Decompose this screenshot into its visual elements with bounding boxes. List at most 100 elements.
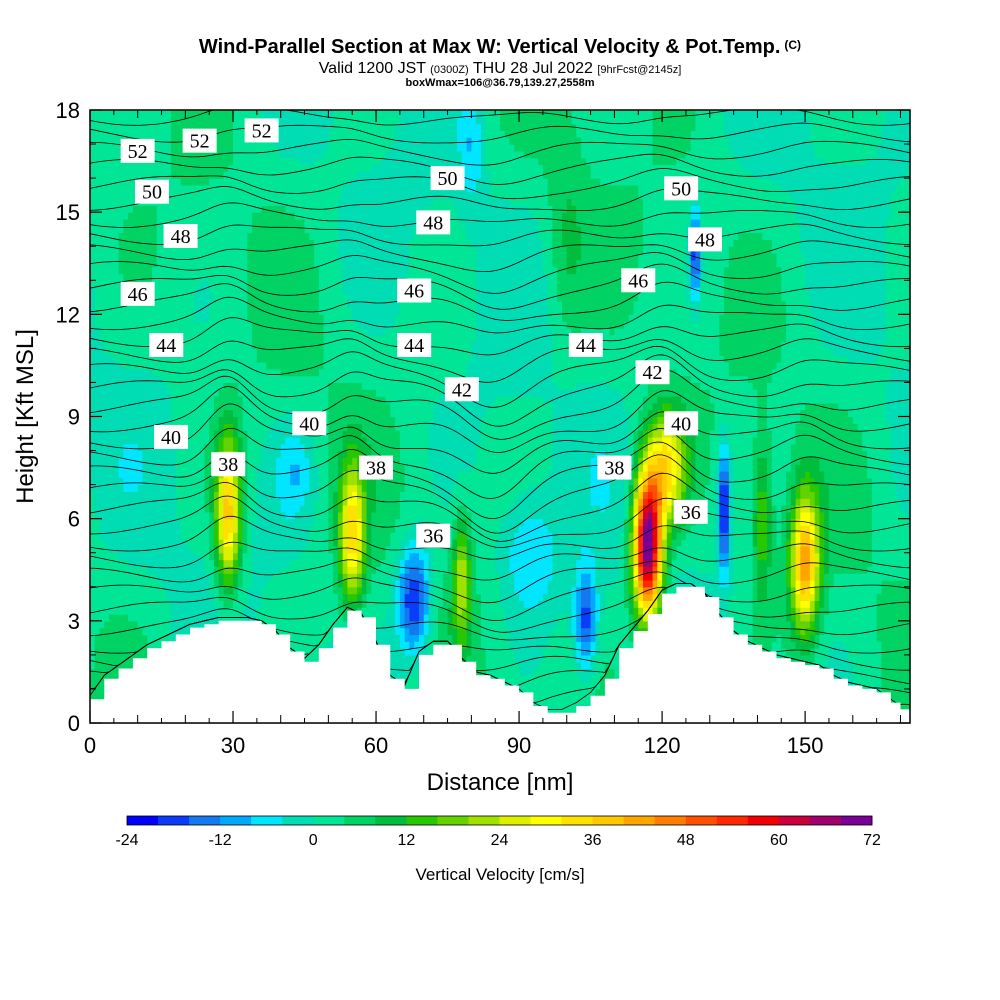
velocity-cell bbox=[99, 396, 105, 404]
velocity-cell bbox=[275, 423, 282, 431]
velocity-cell bbox=[266, 259, 272, 268]
velocity-cell bbox=[180, 280, 186, 288]
velocity-cell bbox=[171, 198, 177, 206]
velocity-cell bbox=[256, 157, 263, 166]
velocity-cell bbox=[252, 212, 258, 220]
velocity-cell bbox=[328, 464, 334, 472]
velocity-cell bbox=[156, 375, 163, 384]
velocity-cell bbox=[128, 307, 134, 315]
velocity-cell bbox=[337, 253, 344, 261]
velocity-cell bbox=[309, 191, 315, 200]
velocity-cell bbox=[304, 620, 310, 629]
velocity-cell bbox=[323, 511, 329, 520]
velocity-cell bbox=[142, 218, 148, 227]
velocity-cell bbox=[223, 491, 229, 499]
velocity-cell bbox=[123, 259, 129, 268]
velocity-cell bbox=[199, 389, 206, 397]
velocity-cell bbox=[261, 464, 267, 472]
velocity-cell bbox=[261, 327, 267, 336]
velocity-cell bbox=[199, 525, 206, 533]
velocity-cell bbox=[337, 396, 344, 404]
velocity-cell bbox=[342, 198, 349, 206]
velocity-cell bbox=[342, 334, 349, 343]
velocity-cell bbox=[318, 293, 325, 302]
velocity-cell bbox=[166, 532, 172, 540]
velocity-cell bbox=[204, 614, 210, 622]
velocity-cell bbox=[109, 246, 115, 254]
velocity-cell bbox=[299, 198, 306, 206]
velocity-cell bbox=[175, 355, 182, 363]
velocity-cell bbox=[256, 586, 263, 595]
velocity-cell bbox=[94, 334, 101, 343]
velocity-cell bbox=[233, 198, 239, 206]
velocity-cell bbox=[318, 314, 325, 322]
velocity-cell bbox=[328, 627, 334, 636]
velocity-cell bbox=[347, 539, 353, 547]
velocity-cell bbox=[113, 205, 120, 213]
velocity-cell bbox=[304, 586, 310, 595]
velocity-cell bbox=[151, 470, 158, 479]
velocity-cell bbox=[237, 600, 244, 608]
velocity-cell bbox=[118, 123, 124, 132]
velocity-cell bbox=[347, 218, 353, 227]
velocity-cell bbox=[333, 457, 339, 465]
velocity-cell bbox=[233, 280, 239, 288]
velocity-cell bbox=[171, 184, 177, 193]
velocity-cell bbox=[209, 539, 215, 547]
velocity-cell bbox=[113, 464, 120, 472]
velocity-cell bbox=[295, 198, 301, 206]
velocity-cell bbox=[252, 539, 258, 547]
velocity-cell bbox=[309, 266, 315, 275]
velocity-cell bbox=[156, 409, 163, 418]
velocity-cell bbox=[180, 396, 186, 404]
velocity-cell bbox=[333, 477, 339, 486]
velocity-cell bbox=[161, 532, 167, 540]
velocity-cell bbox=[290, 218, 296, 227]
velocity-cell bbox=[218, 573, 225, 581]
velocity-cell bbox=[304, 450, 310, 458]
velocity-cell bbox=[275, 171, 282, 179]
velocity-cell bbox=[261, 273, 267, 281]
velocity-cell bbox=[295, 348, 301, 356]
velocity-cell bbox=[233, 545, 239, 554]
velocity-cell bbox=[295, 545, 301, 554]
velocity-cell bbox=[256, 430, 263, 438]
velocity-cell bbox=[218, 355, 225, 363]
velocity-cell bbox=[109, 144, 115, 152]
velocity-cell bbox=[147, 130, 153, 138]
velocity-cell bbox=[333, 450, 339, 458]
velocity-cell bbox=[275, 232, 282, 241]
velocity-cell bbox=[194, 334, 201, 343]
velocity-cell bbox=[99, 545, 105, 554]
velocity-cell bbox=[314, 627, 320, 636]
velocity-cell bbox=[180, 409, 186, 418]
velocity-cell bbox=[194, 266, 201, 275]
velocity-cell bbox=[142, 552, 148, 561]
velocity-cell bbox=[318, 150, 325, 159]
velocity-cell bbox=[218, 430, 225, 438]
velocity-cell bbox=[252, 307, 258, 315]
velocity-cell bbox=[223, 355, 229, 363]
velocity-cell bbox=[256, 218, 263, 227]
velocity-cell bbox=[180, 402, 186, 411]
velocity-cell bbox=[309, 246, 315, 254]
velocity-cell bbox=[323, 402, 329, 411]
velocity-cell bbox=[256, 436, 263, 445]
velocity-cell bbox=[333, 491, 339, 499]
velocity-cell bbox=[213, 280, 220, 288]
velocity-cell bbox=[299, 600, 306, 608]
velocity-cell bbox=[309, 505, 315, 513]
velocity-cell bbox=[304, 375, 310, 384]
velocity-cell bbox=[228, 280, 234, 288]
velocity-cell bbox=[233, 293, 239, 302]
velocity-cell bbox=[299, 552, 306, 561]
velocity-cell bbox=[147, 532, 153, 540]
velocity-cell bbox=[213, 246, 220, 254]
velocity-cell bbox=[275, 620, 282, 629]
velocity-cell bbox=[318, 246, 325, 254]
velocity-cell bbox=[128, 362, 134, 370]
velocity-cell bbox=[123, 171, 129, 179]
velocity-cell bbox=[104, 593, 110, 601]
velocity-cell bbox=[299, 232, 306, 241]
velocity-cell bbox=[347, 505, 353, 513]
